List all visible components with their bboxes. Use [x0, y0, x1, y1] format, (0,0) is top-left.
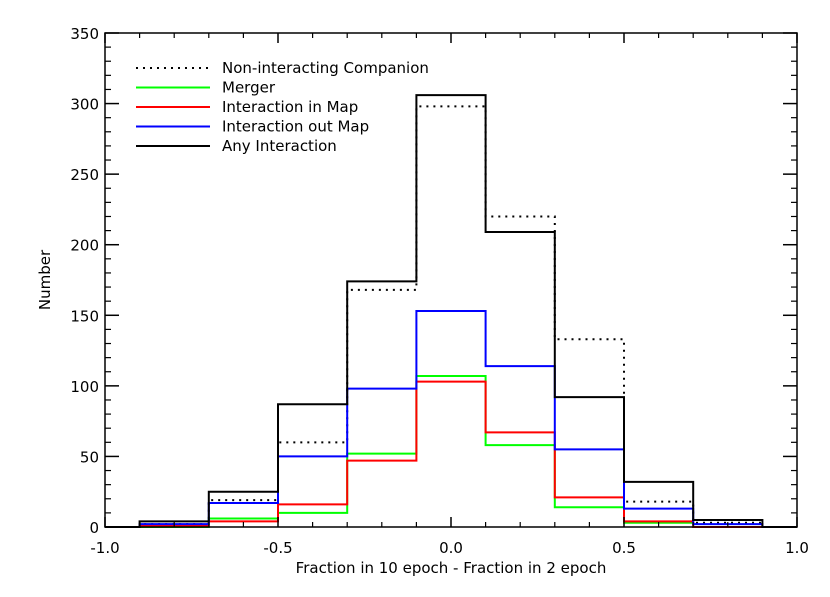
series-non-interacting-companion [105, 105, 797, 528]
axis-layer: -1.0 -0.5 0.0 0.5 1.0 0 50 100 150 200 250 300 350 [70, 25, 809, 557]
series-any-interaction [105, 94, 797, 528]
x-tick-label: 0.5 [612, 539, 636, 557]
y-tick-label: 300 [70, 96, 99, 114]
series-step-line [105, 105, 797, 528]
y-axis-label: Number [36, 249, 54, 310]
x-axis-label: Fraction in 10 epoch - Fraction in 2 epo… [296, 559, 607, 577]
x-tick-label: 0.0 [439, 539, 463, 557]
series-merger [105, 374, 797, 528]
legend-label: Any Interaction [222, 137, 337, 155]
y-tick-label: 0 [89, 519, 99, 537]
series-step-line [105, 94, 797, 528]
legend-label: Interaction in Map [222, 98, 358, 116]
y-tick-label: 150 [70, 307, 99, 325]
legend-label: Merger [222, 79, 276, 97]
x-tick-label: 1.0 [785, 539, 809, 557]
legend: Non-interacting CompanionMergerInteracti… [136, 59, 429, 155]
x-tick-label: -1.0 [90, 539, 119, 557]
y-tick-label: 250 [70, 166, 99, 184]
legend-label: Non-interacting Companion [222, 59, 429, 77]
series-layer [105, 94, 797, 528]
series-step-line [105, 374, 797, 528]
y-tick-label: 350 [70, 25, 99, 43]
legend-label: Interaction out Map [222, 118, 369, 136]
x-tick-label: -0.5 [263, 539, 292, 557]
y-tick-label: 50 [80, 448, 99, 466]
y-tick-label: 200 [70, 237, 99, 255]
y-tick-label: 100 [70, 378, 99, 396]
